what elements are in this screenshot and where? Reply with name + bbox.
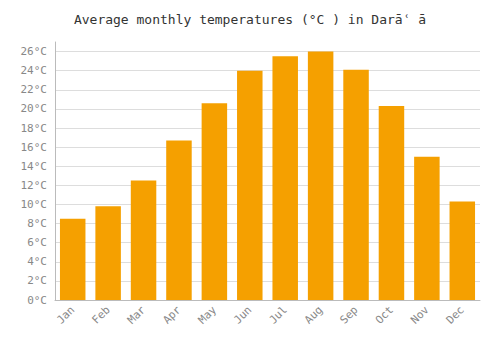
svg-text:Jun: Jun	[231, 303, 254, 326]
svg-text:8°C: 8°C	[27, 217, 47, 230]
svg-text:6°C: 6°C	[27, 236, 47, 249]
svg-text:20°C: 20°C	[21, 102, 48, 115]
svg-text:May: May	[196, 303, 219, 326]
svg-text:Aug: Aug	[302, 303, 325, 326]
svg-text:Mar: Mar	[125, 303, 148, 326]
svg-text:Sep: Sep	[337, 303, 360, 326]
svg-text:Nov: Nov	[408, 303, 431, 326]
svg-text:Jul: Jul	[267, 303, 290, 326]
svg-text:10°C: 10°C	[21, 198, 48, 211]
svg-text:18°C: 18°C	[21, 122, 48, 135]
svg-text:Dec: Dec	[444, 303, 467, 326]
svg-text:2°C: 2°C	[27, 274, 47, 287]
svg-text:14°C: 14°C	[21, 160, 48, 173]
svg-text:22°C: 22°C	[21, 83, 48, 96]
svg-text:24°C: 24°C	[21, 64, 48, 77]
svg-text:4°C: 4°C	[27, 255, 47, 268]
svg-text:Average monthly temperatures (: Average monthly temperatures (°C ) in Da…	[74, 12, 426, 27]
svg-text:Apr: Apr	[160, 303, 183, 326]
svg-text:0°C: 0°C	[27, 294, 47, 307]
svg-text:26°C: 26°C	[21, 45, 48, 58]
svg-text:16°C: 16°C	[21, 141, 48, 154]
svg-text:Oct: Oct	[373, 303, 396, 326]
svg-text:Jan: Jan	[54, 303, 77, 326]
svg-text:Feb: Feb	[89, 303, 112, 326]
svg-text:12°C: 12°C	[21, 179, 48, 192]
